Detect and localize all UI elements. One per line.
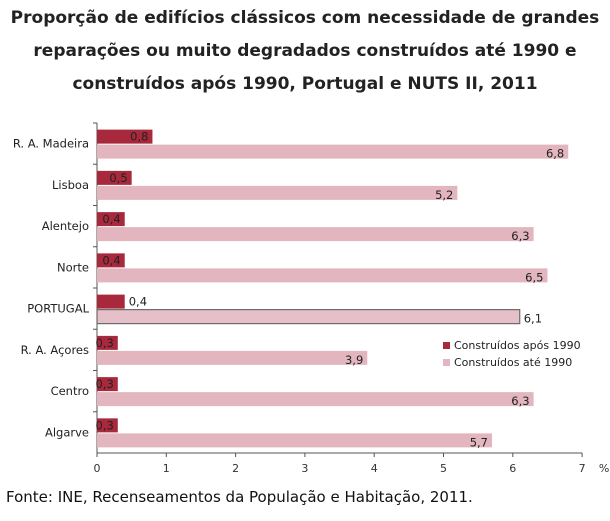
- x-tick-label: 2: [232, 462, 239, 475]
- bar-construidos-ate-1990: [96, 309, 521, 325]
- category-label: Lisboa: [52, 178, 89, 192]
- x-tick-label: 4: [371, 462, 378, 475]
- x-tick-label: 6: [509, 462, 516, 475]
- value-label-ate-1990: 6,8: [546, 147, 564, 161]
- bar-construidos-apos-1990: [97, 129, 153, 144]
- bar-construidos-ate-1990: [97, 227, 534, 242]
- value-label-apos-1990: 0,5: [109, 171, 127, 185]
- x-tick-label: 3: [301, 462, 308, 475]
- legend-label: Construídos até 1990: [454, 356, 572, 369]
- bar-construidos-apos-1990: [97, 212, 125, 227]
- value-label-apos-1990: 0,3: [95, 336, 113, 350]
- bar-construidos-ate-1990: [97, 144, 569, 159]
- value-label-apos-1990: 0,3: [95, 377, 113, 391]
- legend-swatch: [443, 342, 450, 349]
- x-tick-label: 0: [94, 462, 101, 475]
- value-label-ate-1990: 6,1: [524, 312, 542, 326]
- value-label-apos-1990: 0,4: [102, 212, 120, 226]
- value-label-apos-1990: 0,4: [102, 253, 120, 267]
- legend-label: Construídos após 1990: [454, 339, 581, 352]
- category-label: Centro: [51, 384, 89, 398]
- chart-title-line-2: reparações ou muito degradados construíd…: [33, 41, 577, 61]
- category-label: R. A. Madeira: [13, 137, 89, 151]
- bar-construidos-ate-1990: [97, 185, 458, 200]
- x-tick-label: 7: [579, 462, 586, 475]
- x-tick-label: 5: [440, 462, 447, 475]
- x-unit-label: %: [599, 462, 609, 475]
- value-label-ate-1990: 5,7: [470, 435, 488, 449]
- value-label-ate-1990: 6,3: [511, 229, 529, 243]
- value-label-ate-1990: 3,9: [345, 353, 363, 367]
- bar-construidos-apos-1990: [97, 418, 118, 433]
- bar-construidos-apos-1990: [97, 335, 118, 350]
- value-label-ate-1990: 5,2: [435, 188, 453, 202]
- chart-title-line-1: Proporção de edifícios clássicos com nec…: [10, 8, 600, 28]
- category-label: Algarve: [45, 425, 89, 439]
- category-label: R. A. Açores: [21, 343, 89, 357]
- bar-construidos-ate-1990: [97, 350, 368, 365]
- bar-construidos-apos-1990: [97, 170, 132, 185]
- category-label: PORTUGAL: [27, 302, 89, 316]
- value-label-apos-1990: 0,8: [130, 130, 148, 144]
- legend-swatch: [443, 359, 450, 366]
- source-note: Fonte: INE, Recenseamentos da População …: [6, 488, 473, 506]
- category-label: Norte: [57, 260, 89, 274]
- category-label: Alentejo: [42, 219, 89, 233]
- value-label-ate-1990: 6,3: [511, 394, 529, 408]
- bar-construidos-ate-1990: [97, 392, 534, 407]
- x-tick-label: 1: [163, 462, 170, 475]
- bar-construidos-ate-1990: [97, 433, 493, 448]
- chart-title-line-3: construídos após 1990, Portugal e NUTS I…: [72, 74, 538, 94]
- chart-title: Proporção de edifícios clássicos com nec…: [0, 2, 610, 101]
- bar-construidos-apos-1990: [97, 294, 125, 309]
- value-label-apos-1990: 0,3: [95, 418, 113, 432]
- value-label-apos-1990: 0,4: [129, 295, 147, 309]
- bar-construidos-apos-1990: [97, 253, 125, 268]
- value-label-ate-1990: 6,5: [525, 270, 543, 284]
- bar-construidos-apos-1990: [97, 377, 118, 392]
- bar-construidos-ate-1990: [97, 268, 548, 283]
